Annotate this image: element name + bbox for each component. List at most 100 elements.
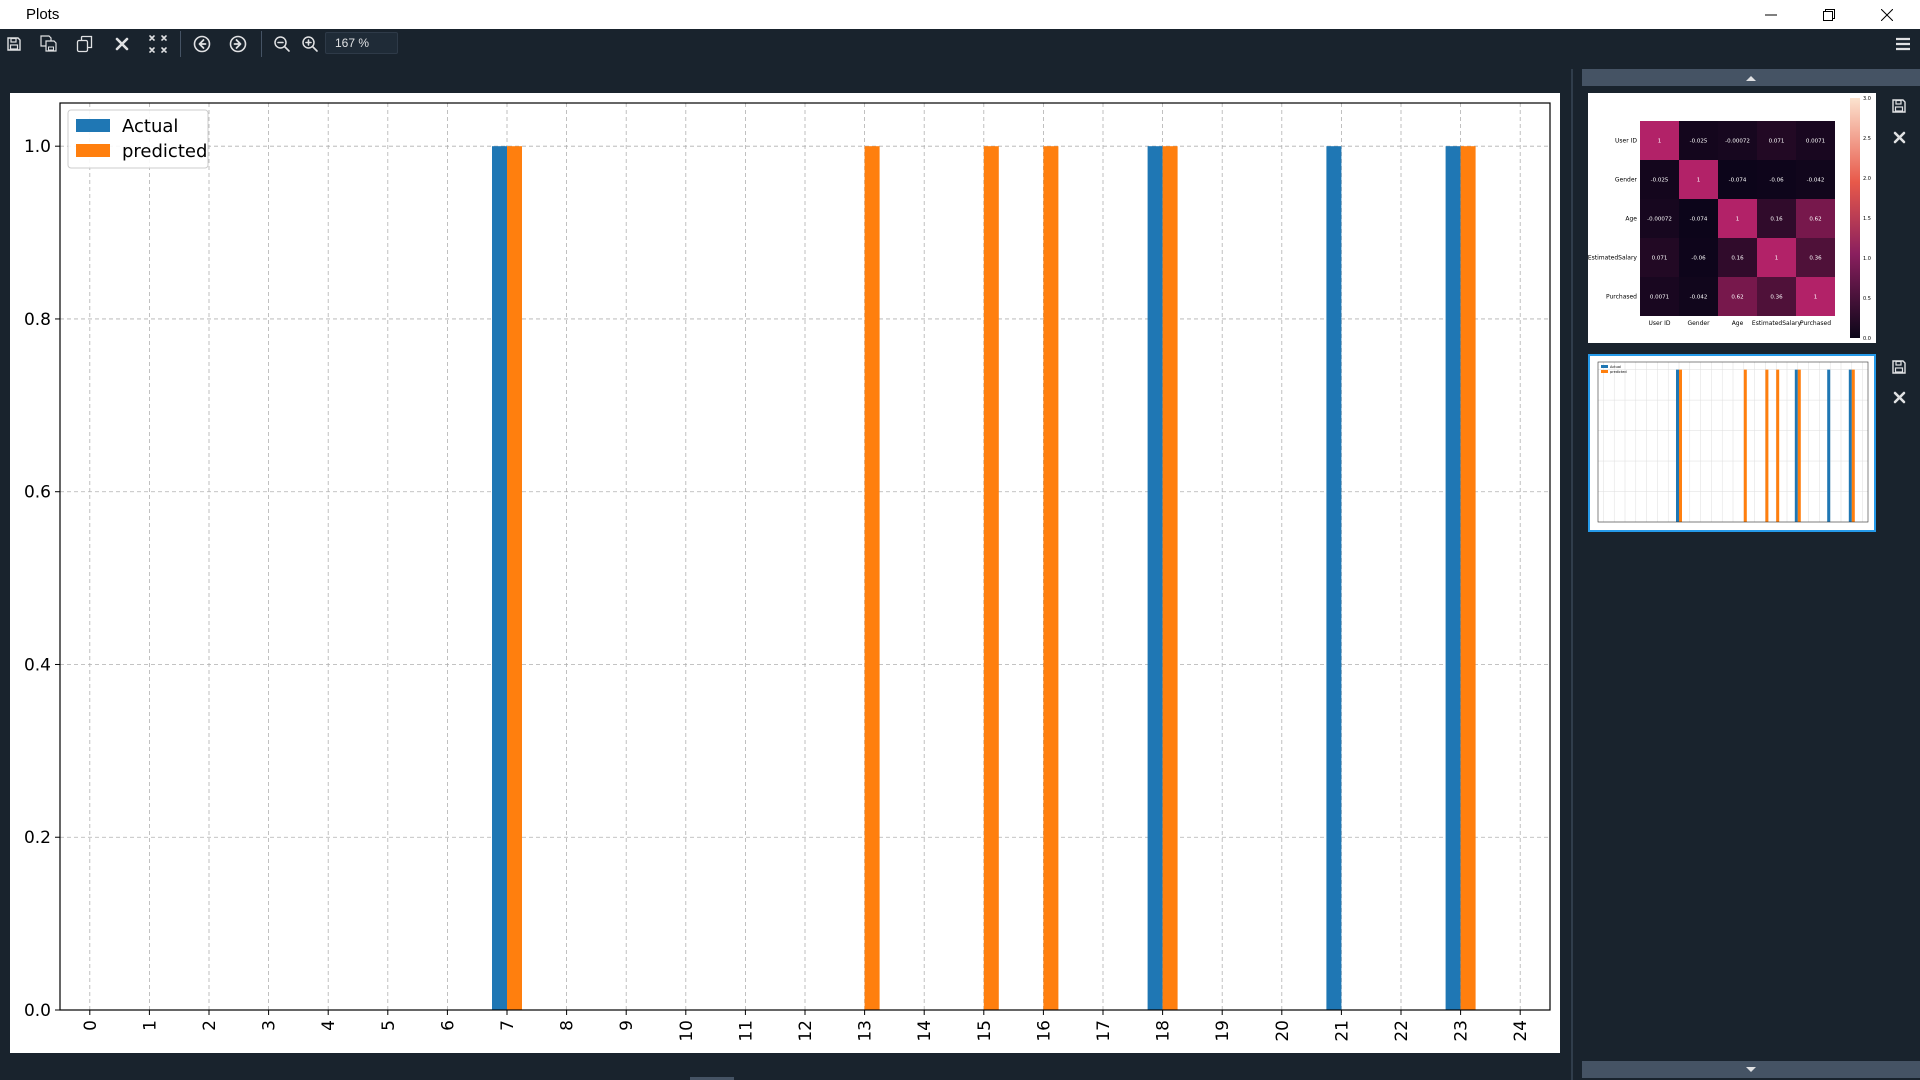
legend-swatch-predicted: [76, 144, 110, 157]
restore-button[interactable]: [1800, 0, 1858, 29]
legend: Actual predicted: [67, 109, 209, 169]
arrow-right-icon: [229, 35, 247, 53]
heatmap-row-label: Gender: [1615, 177, 1638, 184]
close-icon: [1893, 131, 1905, 143]
heatmap-cell: [1796, 238, 1835, 277]
heatmap-cell: [1757, 160, 1796, 199]
colorbar-tick-label: 3.0: [1863, 96, 1871, 102]
heatmap-cell-value: -0.06: [1691, 256, 1706, 262]
thumb-bar-predicted: [1743, 369, 1747, 522]
previous-plot-button[interactable]: [190, 33, 214, 55]
panel-splitter[interactable]: [1571, 69, 1573, 1080]
heatmap-cell: [1757, 199, 1796, 238]
x-tick-label: 16: [1034, 1020, 1054, 1042]
heatmap-col-label: Gender: [1687, 320, 1710, 327]
zoom-in-button[interactable]: [298, 33, 322, 55]
bar-actual: [1147, 146, 1163, 1010]
heatmap-cell-value: 1: [1658, 139, 1662, 145]
heatmap-cell-value: 0.0071: [1650, 295, 1669, 301]
x-tick-label: 17: [1094, 1020, 1114, 1042]
heatmap-col-label: Purchased: [1800, 320, 1831, 327]
close-all-icon: [149, 35, 167, 53]
bar-predicted: [983, 146, 999, 1010]
minimize-button[interactable]: [1742, 0, 1800, 29]
thumbnail-save-button[interactable]: [1888, 356, 1910, 378]
heatmap-cell-value: -0.025: [1690, 139, 1708, 145]
thumb-bar-actual: [1794, 369, 1798, 522]
heatmap-cell: [1640, 277, 1679, 316]
thumb-bar-actual: [1676, 369, 1679, 522]
zoom-in-icon: [302, 36, 318, 52]
heatmap-cell-value: -0.00072: [1725, 139, 1750, 145]
save-button[interactable]: [2, 33, 26, 55]
thumbnail-save-button[interactable]: [1888, 95, 1910, 117]
chevron-up-icon: [1746, 75, 1756, 81]
colorbar-tick-label: 2.5: [1863, 136, 1871, 142]
zoom-out-button[interactable]: [270, 33, 294, 55]
title-bar: Plots: [0, 0, 1920, 29]
thumbnails-scroll-down[interactable]: [1582, 1061, 1920, 1078]
y-tick-label: 0.4: [24, 655, 51, 675]
colorbar: [1850, 98, 1860, 338]
heatmap-row-label: Purchased: [1606, 294, 1637, 301]
close-window-button[interactable]: [1858, 0, 1916, 29]
thumbnail-close-button[interactable]: [1888, 386, 1910, 408]
bottom-splitter-handle[interactable]: [690, 1077, 734, 1080]
bar-actual: [492, 146, 507, 1010]
options-menu-button[interactable]: [1894, 35, 1912, 53]
next-plot-button[interactable]: [226, 33, 250, 55]
x-tick-label: 7: [498, 1020, 518, 1031]
heatmap-col-label: User ID: [1649, 320, 1671, 327]
thumbnail-close-button[interactable]: [1888, 126, 1910, 148]
heatmap-row-label: EstimatedSalary: [1588, 255, 1637, 262]
heatmap-cell: [1640, 160, 1679, 199]
bar-predicted: [864, 146, 880, 1010]
thumb-bar-predicted: [1776, 369, 1780, 522]
heatmap-cell: [1640, 121, 1679, 160]
x-tick-label: 12: [796, 1020, 816, 1042]
x-tick-label: 19: [1213, 1020, 1233, 1042]
heatmap-cell-value: -0.074: [1690, 217, 1708, 223]
heatmap-cell-value: 0.0071: [1806, 139, 1825, 145]
thumbnail-bar-chart-selected[interactable]: Actual predicted: [1588, 354, 1876, 532]
remove-all-button[interactable]: [146, 33, 170, 55]
heatmap-cell-value: 0.071: [1769, 139, 1785, 145]
save-all-icon: [40, 35, 57, 52]
bar-chart: 0.00.20.40.60.81.00 1 2 3 4 5 6 7 8 9 10 11 12 13 14 15…: [24, 102, 1551, 1042]
heatmap-cell-value: -0.025: [1651, 178, 1669, 184]
thumb-legend-swatch: [1601, 365, 1608, 368]
zoom-level-field[interactable]: 167 %: [325, 32, 398, 54]
x-tick-label: 3: [260, 1020, 280, 1031]
thumb-legend-swatch: [1601, 370, 1608, 373]
heatmap-cell-value: -0.042: [1690, 295, 1708, 301]
y-tick-label: 0.8: [24, 310, 51, 330]
thumb-bar-predicted: [1679, 369, 1682, 522]
thumbnail-heatmap[interactable]: User ID User ID Gender Gender Age Age Estimate…: [1588, 93, 1876, 343]
save-all-button[interactable]: [37, 33, 61, 55]
save-icon: [1892, 99, 1906, 113]
bar-predicted: [507, 146, 522, 1010]
colorbar-tick-label: 0.5: [1863, 296, 1871, 302]
heatmap-cell: [1718, 199, 1757, 238]
remove-plot-button[interactable]: [110, 33, 134, 55]
window-title: Plots: [26, 6, 60, 23]
legend-swatch-actual: [76, 119, 110, 132]
legend-label-predicted: predicted: [122, 141, 207, 162]
x-tick-label: 5: [379, 1020, 399, 1031]
bar-predicted: [1460, 146, 1476, 1010]
heatmap-cell: [1757, 238, 1796, 277]
close-window-icon: [1881, 8, 1893, 21]
x-tick-label: 23: [1452, 1020, 1472, 1042]
heatmap-cell: [1640, 238, 1679, 277]
chevron-down-icon: [1746, 1066, 1756, 1072]
heatmap-cell: [1679, 238, 1718, 277]
thumbnails-scroll-up[interactable]: [1582, 69, 1920, 86]
heatmap-cell-value: -0.06: [1769, 178, 1784, 184]
heatmap-cell-value: 0.16: [1731, 256, 1744, 262]
y-tick-label: 0.0: [24, 1001, 51, 1021]
x-tick-label: 13: [856, 1020, 876, 1042]
heatmap-cell-value: 0.62: [1809, 217, 1821, 223]
heatmap-cell: [1718, 121, 1757, 160]
copy-button[interactable]: [73, 33, 97, 55]
heatmap-col-label: EstimatedSalary: [1752, 320, 1802, 327]
